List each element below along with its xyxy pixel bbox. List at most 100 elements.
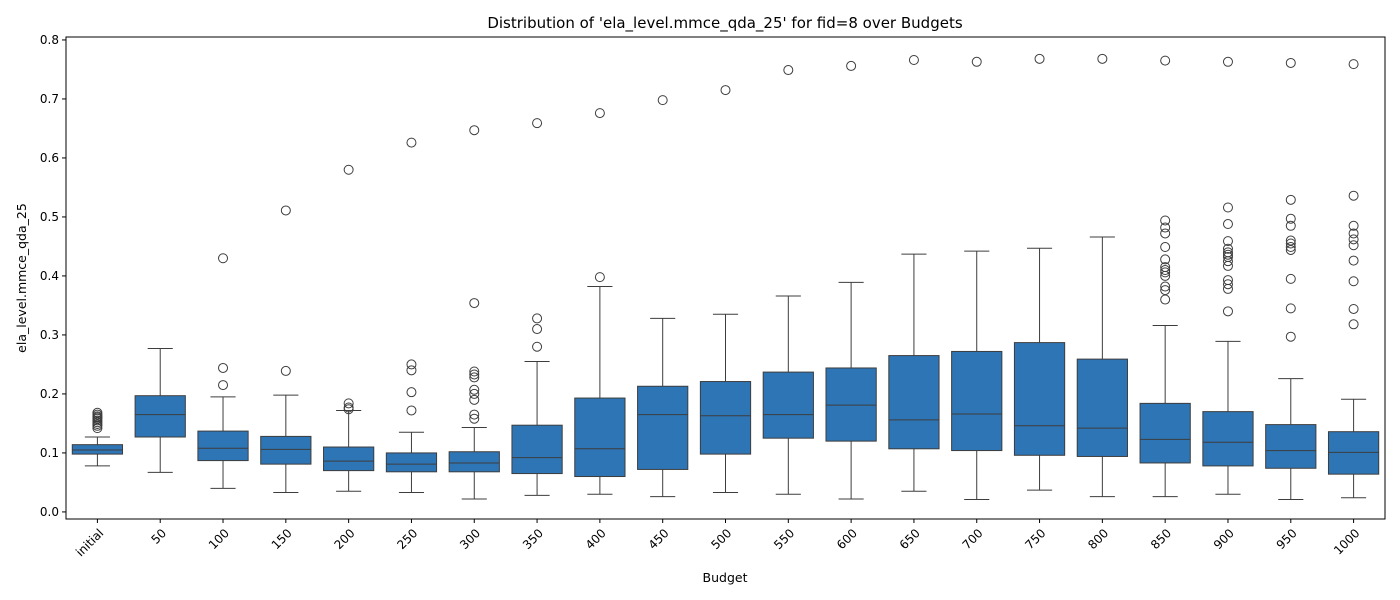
outlier-point: [343, 402, 354, 413]
outlier-point: [1160, 281, 1171, 292]
box-group-50: [134, 348, 186, 473]
box-group-800: [1076, 53, 1128, 498]
box-group-450: [637, 95, 689, 498]
y-tick-label: 0.8: [40, 33, 59, 47]
x-tick-label: 600: [834, 526, 860, 552]
x-tick-label: 900: [1211, 526, 1237, 552]
iqr-box: [197, 430, 249, 462]
box-group-200: [323, 164, 375, 492]
outlier-point: [1160, 254, 1171, 265]
outlier-point: [469, 413, 480, 424]
iqr-box: [71, 444, 124, 455]
outlier-point: [469, 366, 480, 377]
box-group-650: [888, 55, 940, 492]
outlier-point: [1348, 255, 1359, 266]
outlier-point: [469, 298, 480, 309]
x-tick-label: 450: [646, 526, 672, 552]
outlier-point: [469, 409, 480, 420]
outlier-point: [594, 108, 605, 119]
outlier-point: [1285, 57, 1296, 68]
box-group-700: [951, 56, 1003, 501]
outlier-point: [280, 205, 291, 216]
outlier-point: [783, 65, 794, 76]
y-tick-label: 0.3: [40, 328, 59, 342]
iqr-box: [385, 452, 438, 473]
x-tick-label: 200: [331, 526, 357, 552]
x-tick-label: 300: [457, 526, 483, 552]
x-tick-label: 250: [394, 526, 420, 552]
x-tick-label: 400: [583, 526, 609, 552]
iqr-box: [1076, 358, 1128, 457]
x-tick-label: 650: [897, 526, 923, 552]
outlier-point: [1348, 240, 1359, 251]
plot-frame: [65, 36, 1386, 520]
outlier-point: [1222, 202, 1233, 213]
outlier-point: [1160, 262, 1171, 273]
outlier-point: [406, 387, 417, 398]
outlier-point: [532, 341, 543, 352]
outlier-point: [92, 407, 103, 418]
outlier-point: [1160, 215, 1171, 226]
outlier-point: [218, 380, 229, 391]
outlier-point: [1285, 303, 1296, 314]
y-tick-label: 0.2: [40, 387, 59, 401]
iqr-box: [1013, 342, 1066, 456]
iqr-box: [762, 371, 814, 439]
outlier-point: [1160, 222, 1171, 233]
outlier-point: [343, 398, 354, 409]
iqr-box: [1265, 424, 1317, 469]
outlier-point: [720, 85, 731, 96]
outlier-point: [1222, 56, 1233, 67]
box-group-1000: [1327, 59, 1380, 499]
box-group-300: [448, 125, 500, 500]
outlier-point: [469, 384, 480, 395]
iqr-box: [448, 451, 500, 473]
outlier-point: [1160, 265, 1171, 276]
box-group-100: [197, 253, 249, 489]
outlier-point: [1160, 55, 1171, 66]
box-group-850: [1139, 55, 1191, 498]
x-tick-label: 950: [1274, 526, 1300, 552]
box-group-900: [1202, 56, 1254, 495]
x-tick-label: initial: [73, 526, 106, 559]
outlier-point: [1160, 267, 1171, 278]
outlier-point: [1285, 194, 1296, 205]
x-tick-label: 100: [206, 526, 232, 552]
chart-title: Distribution of 'ela_level.mmce_qda_25' …: [487, 14, 962, 33]
outlier-point: [1222, 279, 1233, 290]
outlier-point: [1348, 234, 1359, 245]
box-group-150: [260, 205, 312, 493]
outlier-point: [532, 313, 543, 324]
outlier-point: [1222, 275, 1233, 286]
x-tick-label: 750: [1022, 526, 1048, 552]
x-tick-label: 800: [1085, 526, 1111, 552]
iqr-box: [260, 435, 312, 465]
outlier-point: [971, 56, 982, 67]
y-tick-label: 0.7: [40, 92, 59, 106]
outlier-point: [469, 125, 480, 136]
y-tick-label: 0.5: [40, 210, 59, 224]
outlier-point: [280, 365, 291, 376]
iqr-box: [574, 397, 626, 478]
y-axis: 0.0 0.1 0.2 0.3 0.4 0.5 0.6 0.7 0.8: [40, 33, 66, 519]
outlier-point: [1034, 53, 1045, 64]
box-group-400: [574, 108, 626, 495]
outlier-point: [406, 137, 417, 148]
x-tick-label: 550: [771, 526, 797, 552]
outlier-point: [469, 394, 480, 405]
iqr-box: [1139, 402, 1191, 464]
outlier-point: [343, 164, 354, 175]
outlier-point: [406, 365, 417, 376]
box-group-750: [1013, 53, 1066, 491]
outlier-point: [1348, 59, 1359, 70]
outlier-point: [218, 253, 229, 264]
outlier-point: [532, 324, 543, 335]
iqr-box: [699, 381, 752, 455]
outlier-point: [1160, 285, 1171, 296]
x-tick-label: 1000: [1331, 526, 1362, 557]
iqr-box: [1327, 431, 1380, 475]
outlier-point: [1348, 228, 1359, 239]
outlier-point: [1348, 319, 1359, 330]
x-tick-label: 150: [269, 526, 295, 552]
